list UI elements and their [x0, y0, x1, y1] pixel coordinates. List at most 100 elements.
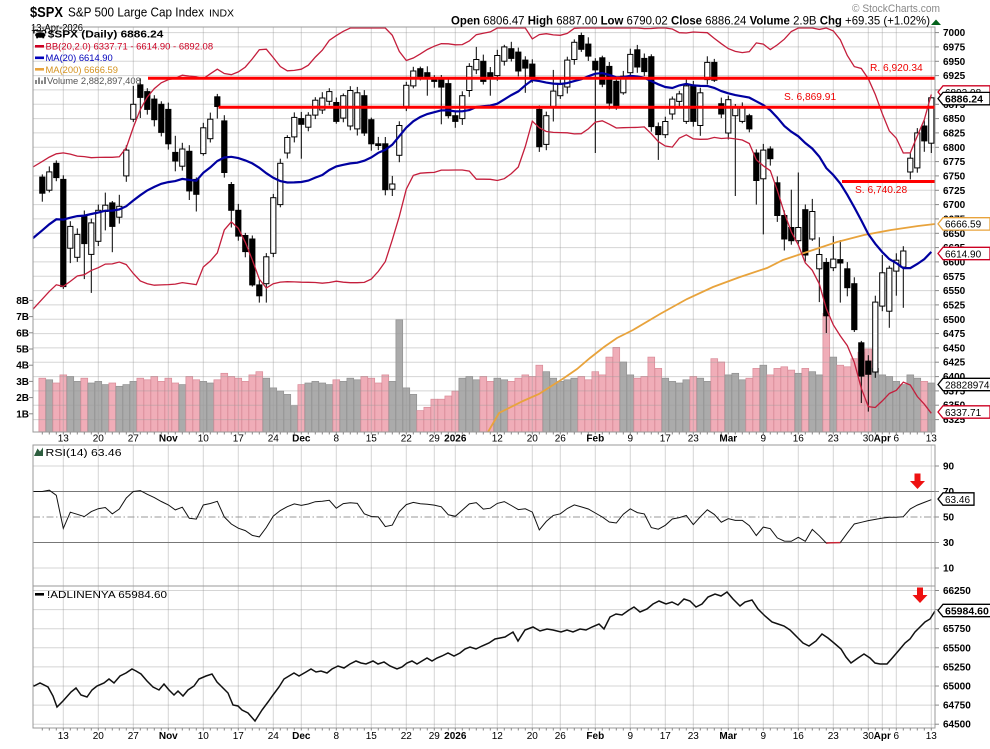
- svg-text:10: 10: [198, 731, 210, 742]
- svg-text:13: 13: [58, 434, 70, 445]
- svg-text:2882897408: 2882897408: [945, 380, 990, 391]
- svg-text:27: 27: [128, 434, 140, 445]
- svg-text:6B: 6B: [16, 328, 29, 339]
- svg-text:9: 9: [628, 434, 634, 445]
- svg-text:6575: 6575: [943, 272, 966, 283]
- svg-text:65984.60: 65984.60: [945, 605, 989, 617]
- svg-text:7000: 7000: [943, 28, 966, 39]
- svg-text:RSI(14) 63.46: RSI(14) 63.46: [46, 448, 123, 459]
- svg-text:30: 30: [943, 538, 955, 549]
- svg-text:Mar: Mar: [719, 434, 737, 445]
- svg-text:24: 24: [268, 731, 280, 742]
- svg-text:Nov: Nov: [159, 434, 178, 445]
- svg-text:20: 20: [527, 731, 539, 742]
- svg-text:9: 9: [628, 731, 634, 742]
- svg-text:20: 20: [93, 434, 105, 445]
- svg-text:Feb: Feb: [586, 731, 604, 742]
- svg-text:6337.71: 6337.71: [945, 408, 982, 419]
- svg-text:S. 6,869.91: S. 6,869.91: [784, 92, 836, 103]
- svg-text:15: 15: [366, 434, 378, 445]
- svg-text:8: 8: [334, 434, 340, 445]
- svg-text:6925: 6925: [943, 71, 966, 82]
- svg-text:6475: 6475: [943, 329, 966, 340]
- svg-text:90: 90: [943, 462, 955, 473]
- svg-text:6375: 6375: [943, 386, 966, 397]
- svg-text:6: 6: [894, 731, 900, 742]
- svg-text:7B: 7B: [16, 312, 29, 323]
- svg-text:6600: 6600: [943, 257, 966, 268]
- svg-text:30: 30: [863, 434, 875, 445]
- svg-text:Open 6806.47 High 6887.00 Low: Open 6806.47 High 6887.00 Low 6790.02 Cl…: [451, 14, 930, 28]
- svg-text:6700: 6700: [943, 200, 966, 211]
- svg-text:8B: 8B: [16, 296, 29, 307]
- svg-text:6: 6: [894, 434, 900, 445]
- svg-text:17: 17: [233, 731, 245, 742]
- svg-text:© StockCharts.com: © StockCharts.com: [852, 3, 940, 15]
- svg-text:30: 30: [863, 731, 875, 742]
- svg-text:23: 23: [688, 434, 700, 445]
- svg-text:6886.24: 6886.24: [945, 93, 983, 105]
- svg-text:6825: 6825: [943, 128, 966, 139]
- svg-text:26: 26: [555, 731, 567, 742]
- svg-text:6614.90: 6614.90: [945, 249, 982, 260]
- svg-text:6500: 6500: [943, 315, 966, 326]
- svg-text:6975: 6975: [943, 42, 966, 53]
- svg-text:29: 29: [429, 434, 441, 445]
- svg-text:6775: 6775: [943, 157, 966, 168]
- svg-text:1B: 1B: [16, 409, 29, 420]
- svg-text:6425: 6425: [943, 358, 966, 369]
- svg-text:6450: 6450: [943, 343, 966, 354]
- svg-text:6525: 6525: [943, 300, 966, 311]
- svg-text:S. 6,740.28: S. 6,740.28: [855, 185, 907, 196]
- svg-text:2026: 2026: [444, 434, 467, 445]
- svg-text:6950: 6950: [943, 57, 966, 68]
- svg-text:22: 22: [401, 434, 413, 445]
- svg-text:22: 22: [401, 731, 413, 742]
- svg-text:MA(20) 6614.90: MA(20) 6614.90: [46, 52, 113, 63]
- svg-text:Nov: Nov: [159, 731, 178, 742]
- svg-text:Apr: Apr: [874, 731, 891, 742]
- svg-text:INDX: INDX: [209, 8, 234, 20]
- svg-text:13: 13: [58, 731, 70, 742]
- svg-text:Dec: Dec: [292, 434, 311, 445]
- svg-text:2026: 2026: [444, 731, 467, 742]
- svg-text:6550: 6550: [943, 286, 966, 297]
- svg-text:24: 24: [268, 434, 280, 445]
- svg-text:16: 16: [793, 731, 805, 742]
- svg-text:Dec: Dec: [292, 731, 311, 742]
- svg-text:23: 23: [828, 434, 840, 445]
- svg-text:20: 20: [93, 731, 105, 742]
- svg-text:BB(20,2.0) 6337.71 - 6614.90 -: BB(20,2.0) 6337.71 - 6614.90 - 6892.08: [46, 41, 214, 52]
- svg-text:R. 6,920.34: R. 6,920.34: [870, 63, 923, 74]
- svg-text:4B: 4B: [16, 361, 29, 372]
- svg-text:17: 17: [660, 731, 672, 742]
- svg-text:Apr: Apr: [874, 434, 891, 445]
- svg-text:13: 13: [926, 731, 938, 742]
- svg-text:17: 17: [233, 434, 245, 445]
- svg-text:23: 23: [828, 731, 840, 742]
- svg-text:6650: 6650: [943, 229, 966, 240]
- svg-text:17: 17: [660, 434, 672, 445]
- svg-text:6400: 6400: [943, 372, 966, 383]
- svg-text:Mar: Mar: [719, 731, 737, 742]
- svg-text:23: 23: [688, 731, 700, 742]
- svg-text:64500: 64500: [943, 720, 971, 731]
- svg-text:3B: 3B: [16, 377, 29, 388]
- svg-text:9: 9: [761, 434, 767, 445]
- svg-text:Volume 2,882,897,408: Volume 2,882,897,408: [47, 75, 141, 86]
- svg-text:16: 16: [793, 434, 805, 445]
- svg-text:S&P 500 Large Cap Index: S&P 500 Large Cap Index: [68, 5, 204, 20]
- svg-text:6725: 6725: [943, 186, 966, 197]
- svg-text:50: 50: [943, 513, 955, 524]
- svg-text:65000: 65000: [943, 682, 971, 693]
- svg-text:6325: 6325: [943, 415, 966, 426]
- svg-text:65500: 65500: [943, 643, 971, 654]
- svg-text:13: 13: [926, 434, 938, 445]
- svg-text:13-Apr-2026: 13-Apr-2026: [31, 23, 83, 34]
- svg-text:9: 9: [761, 731, 767, 742]
- svg-text:20: 20: [527, 434, 539, 445]
- svg-text:65250: 65250: [943, 662, 971, 673]
- svg-text:27: 27: [128, 731, 140, 742]
- svg-text:65750: 65750: [943, 624, 971, 635]
- svg-text:8: 8: [334, 731, 340, 742]
